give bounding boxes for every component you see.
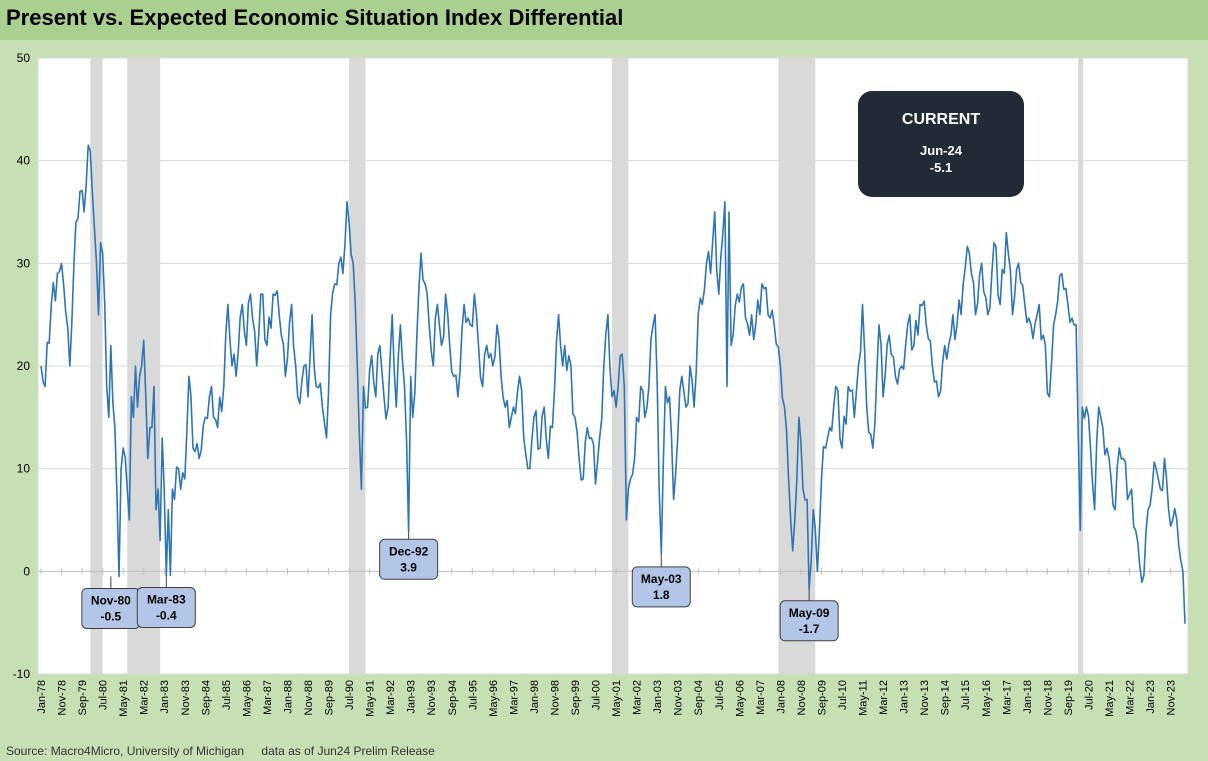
x-tick-label: Sep-09 [816, 680, 828, 715]
x-tick-label: Jan-93 [406, 680, 418, 714]
x-tick-label: Jul-80 [98, 680, 110, 710]
callout-0: Nov-80 -0.5 [81, 576, 141, 629]
x-tick-label: May-81 [118, 680, 130, 717]
x-tick-label: Jan-08 [775, 680, 787, 714]
x-axis: Jan-78 Nov-78 Sep-79 Jul-80 May-81 Mar-82 Jan-… [36, 568, 1178, 717]
callout-box [631, 566, 691, 608]
x-tick-label: Jul-10 [837, 680, 849, 710]
callout-date: May-09 [789, 606, 830, 620]
x-tick-label: Jul-95 [467, 680, 479, 710]
y-tick-label: 50 [17, 51, 31, 65]
callout-value: 1.8 [653, 588, 670, 602]
series-line [40, 144, 1186, 624]
x-tick-label: Jan-18 [1022, 680, 1034, 714]
callout-box [779, 600, 839, 642]
callout-value: -0.5 [100, 609, 121, 623]
y-tick-label: 10 [17, 462, 31, 476]
x-tick-label: May-96 [488, 680, 500, 717]
x-tick-label: Nov-98 [549, 680, 561, 715]
x-tick-label: Nov-23 [1166, 680, 1178, 715]
data-note: data as of Jun24 Prelim Release [261, 744, 435, 758]
current-box: CURRENT Jun-24 -5.1 [858, 91, 1024, 197]
x-tick-label: Sep-89 [324, 680, 336, 715]
x-tick-label: Sep-94 [447, 680, 459, 715]
x-tick-label: Mar-02 [632, 680, 644, 715]
x-tick-label: Jan-83 [159, 680, 171, 714]
x-tick-label: May-86 [241, 680, 253, 717]
x-tick-label: Mar-07 [755, 680, 767, 715]
x-tick-label: Jul-00 [591, 680, 603, 710]
callout-date: Mar-83 [147, 592, 186, 606]
x-tick-label: Mar-82 [139, 680, 151, 715]
series-group [40, 144, 1186, 624]
x-tick-label: May-16 [981, 680, 993, 717]
x-tick-label: Sep-14 [940, 680, 952, 715]
x-tick-label: Jul-15 [960, 680, 972, 710]
x-tick-label: Mar-87 [262, 680, 274, 715]
callout-2: Dec-92 3.9 [379, 531, 439, 580]
current-box-bg [858, 91, 1024, 197]
current-date: Jun-24 [920, 143, 963, 158]
x-tick-label: Mar-92 [385, 680, 397, 715]
x-tick-label: Nov-13 [919, 680, 931, 715]
x-tick-label: May-11 [858, 680, 870, 716]
current-value: -5.1 [930, 160, 952, 175]
x-tick-label: Mar-12 [878, 680, 890, 715]
x-tick-label: Jul-90 [344, 680, 356, 710]
x-tick-label: Jan-98 [529, 680, 541, 714]
x-tick-label: Sep-79 [77, 680, 89, 715]
x-tick-label: Jan-78 [36, 680, 48, 714]
callout-date: Dec-92 [389, 544, 429, 558]
y-tick-label: -10 [13, 667, 31, 681]
x-tick-label: Nov-78 [57, 680, 69, 715]
callout-3: May-03 1.8 [631, 552, 691, 608]
callout-box [379, 538, 439, 580]
x-tick-label: Jan-88 [282, 680, 294, 714]
callout-value: 3.9 [400, 560, 417, 574]
x-tick-label: Jan-23 [1145, 680, 1157, 714]
callout-value: -0.4 [156, 608, 177, 622]
y-tick-label: 0 [23, 564, 30, 578]
x-tick-label: Nov-08 [796, 680, 808, 715]
x-tick-label: May-06 [734, 680, 746, 717]
x-tick-label: Jul-85 [221, 680, 233, 710]
annotations: Nov-80-0.5Mar-83-0.4Dec-923.9May-031.8Ma… [81, 531, 839, 642]
x-tick-label: Nov-93 [426, 680, 438, 715]
x-tick-label: Nov-83 [180, 680, 192, 715]
x-tick-label: Mar-17 [1001, 680, 1013, 715]
callout-date: Nov-80 [91, 593, 131, 607]
x-tick-label: Sep-04 [693, 680, 705, 715]
x-tick-label: Sep-84 [200, 680, 212, 715]
current-heading: CURRENT [902, 111, 980, 128]
callout-date: May-03 [641, 572, 682, 586]
x-tick-label: Jul-20 [1083, 680, 1095, 710]
x-tick-label: Jan-03 [652, 680, 664, 714]
y-tick-label: 30 [17, 256, 31, 270]
x-tick-label: May-91 [365, 680, 377, 717]
plot-border [37, 57, 1189, 675]
x-tick-label: Jan-13 [899, 680, 911, 714]
title-bar [0, 0, 1208, 40]
x-tick-label: Mar-22 [1125, 680, 1137, 715]
chart-title: Present vs. Expected Economic Situation … [6, 5, 624, 30]
y-axis: -10 0 10 20 30 40 50 [13, 51, 31, 681]
callout-1: Mar-83 -0.4 [136, 575, 196, 628]
callout-value: -1.7 [799, 622, 820, 636]
x-tick-label: Sep-99 [570, 680, 582, 715]
x-tick-label: May-21 [1104, 680, 1116, 717]
source-note: Source: Macro4Micro, University of Michi… [6, 744, 245, 758]
x-tick-label: Nov-88 [303, 680, 315, 715]
footer: Source: Macro4Micro, University of Michi… [6, 744, 449, 758]
callout-box [136, 586, 196, 628]
x-tick-label: Mar-97 [508, 680, 520, 715]
y-tick-label: 20 [17, 359, 31, 373]
y-tick-label: 40 [17, 154, 31, 168]
x-tick-label: Nov-18 [1042, 680, 1054, 715]
callout-4: May-09 -1.7 [779, 588, 839, 642]
x-tick-label: Sep-19 [1063, 680, 1075, 715]
x-tick-label: Jul-05 [714, 680, 726, 710]
x-tick-label: May-01 [611, 680, 623, 717]
x-tick-label: Nov-03 [673, 680, 685, 715]
